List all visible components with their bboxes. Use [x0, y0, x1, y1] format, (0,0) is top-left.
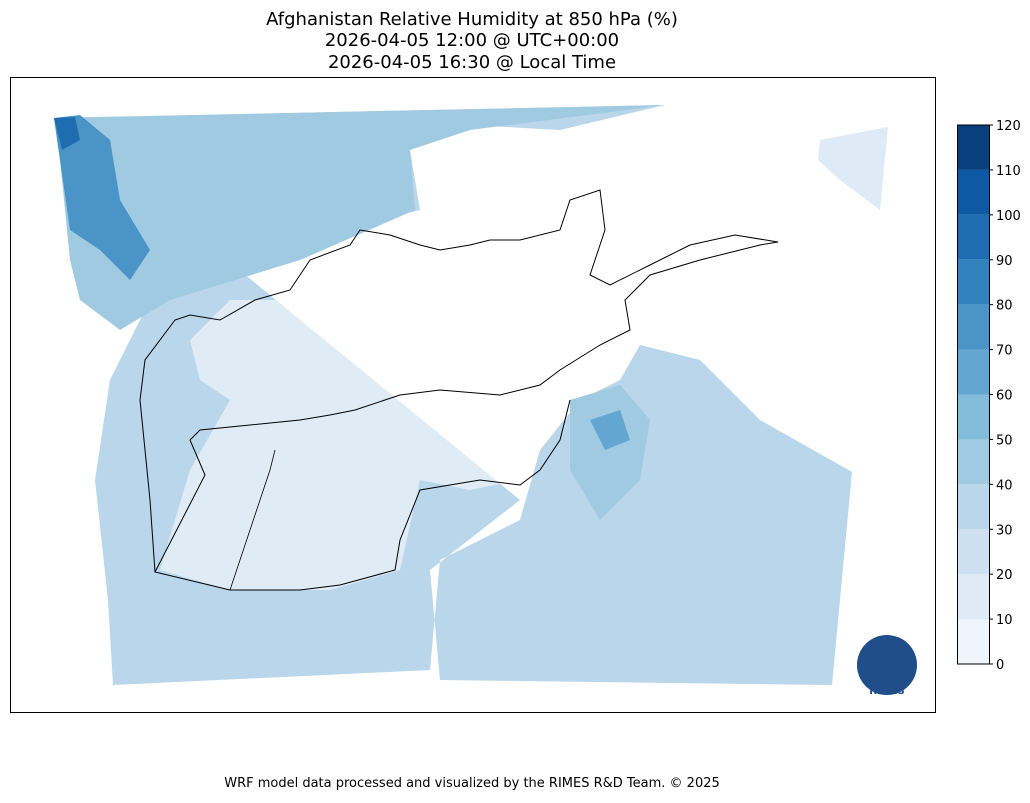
tick-label: 100 — [996, 209, 1021, 224]
colorbar-band — [957, 619, 989, 664]
humidity-field — [54, 117, 80, 150]
title-line: 2026-04-05 16:30 @ Local Time — [328, 52, 616, 73]
tick-label: 70 — [996, 344, 1013, 359]
province-border — [229, 449, 276, 591]
tick-label: 50 — [996, 433, 1013, 448]
colorbar-band — [957, 439, 989, 485]
tick-label: 20 — [996, 568, 1013, 583]
footer: WRF model data processed and visualized … — [224, 776, 720, 791]
humidity-field — [590, 410, 630, 450]
colorbar-band — [957, 304, 989, 350]
tick-label: 110 — [996, 164, 1021, 179]
humidity-field — [570, 385, 650, 520]
country-border — [139, 189, 779, 591]
logo-mark — [857, 635, 917, 695]
colorbar-band — [957, 125, 989, 170]
map: RIMES — [10, 77, 936, 713]
colorbar-band — [957, 484, 989, 530]
tick-label: 80 — [996, 299, 1013, 314]
colorbar-band — [957, 259, 989, 305]
tick-label: 0 — [996, 658, 1004, 673]
humidity-field — [160, 280, 560, 590]
humidity-field — [54, 115, 150, 280]
tick-label: 40 — [996, 478, 1013, 493]
colorbar-band — [957, 214, 989, 260]
tick-label: 10 — [996, 613, 1013, 628]
colorbar-band — [957, 169, 989, 215]
tick-label: 60 — [996, 389, 1013, 404]
tick-label: 90 — [996, 254, 1013, 269]
humidity-field — [54, 105, 665, 330]
colorbar-band — [957, 394, 989, 440]
humidity-field — [818, 127, 888, 210]
title-line: 2026-04-05 12:00 @ UTC+00:00 — [325, 30, 619, 51]
logo-text: RIMES — [869, 686, 904, 697]
tick-label: 30 — [996, 523, 1013, 538]
colorbar-band — [957, 529, 989, 575]
colorbar: 0 10 20 30 40 50 60 70 80 90 100 110 120 — [957, 119, 1021, 673]
title-line: Afghanistan Relative Humidity at 850 hPa… — [266, 9, 678, 30]
tick-label: 120 — [996, 119, 1021, 134]
colorbar-band — [957, 574, 989, 620]
colorbar-band — [957, 349, 989, 395]
